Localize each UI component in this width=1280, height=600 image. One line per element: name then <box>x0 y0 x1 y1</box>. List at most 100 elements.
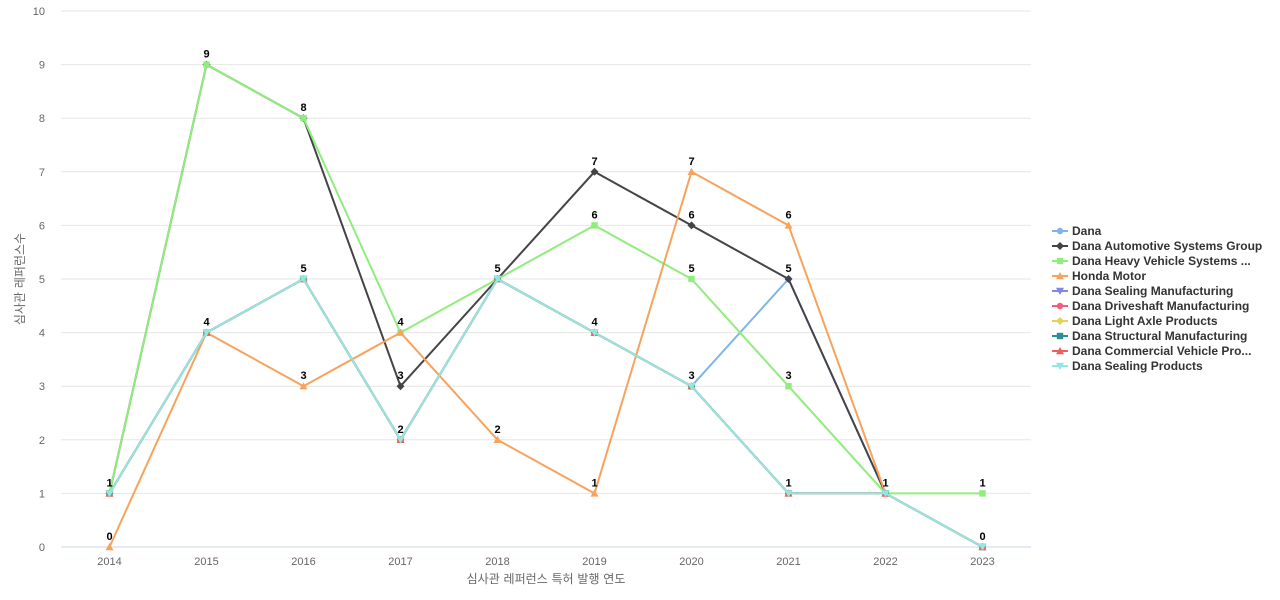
data-point[interactable] <box>299 275 308 283</box>
data-point[interactable] <box>105 543 114 551</box>
data-point[interactable] <box>784 275 793 283</box>
data-point[interactable] <box>105 490 114 498</box>
x-tick-label: 2018 <box>485 556 509 568</box>
legend-label: Dana Sealing Manufacturing <box>1072 284 1233 298</box>
series-7 <box>106 275 986 551</box>
legend-item[interactable]: Dana Sealing Products <box>1052 359 1203 373</box>
data-label: 5 <box>494 263 500 275</box>
legend-marker <box>1056 347 1064 355</box>
legend-item[interactable]: Honda Motor <box>1052 269 1146 283</box>
data-label: 1 <box>591 477 597 489</box>
legend-label: Dana Commercial Vehicle Pro... <box>1072 344 1251 358</box>
series-line <box>108 278 983 548</box>
data-label: 3 <box>785 370 791 382</box>
legend-marker <box>1056 272 1064 280</box>
data-point[interactable] <box>396 382 405 391</box>
data-label: 2 <box>397 424 403 436</box>
legend-item[interactable]: Dana Driveshaft Manufacturing <box>1052 299 1249 313</box>
legend-label: Dana Driveshaft Manufacturing <box>1072 299 1249 313</box>
data-point[interactable] <box>979 490 986 497</box>
data-label: 6 <box>785 209 791 221</box>
data-label: 2 <box>494 424 500 436</box>
legend-item[interactable]: Dana Automotive Systems Group <box>1052 239 1262 253</box>
x-tick-label: 2015 <box>194 556 218 568</box>
data-point[interactable] <box>493 435 502 443</box>
x-tick-label: 2020 <box>679 556 703 568</box>
data-label: 3 <box>300 370 306 382</box>
y-axis-ticks: 0 1 2 3 4 5 6 7 8 9 10 <box>33 6 45 554</box>
data-labels: 1 0 9 4 8 5 3 4 3 2 5 2 7 6 4 1 7 6 5 3 6 5 3 1 1 1 0 <box>106 49 985 543</box>
grid-lines <box>61 10 1031 548</box>
y-axis-title: 심사관 레퍼런스수 <box>13 233 27 325</box>
y-tick-label: 4 <box>39 328 45 340</box>
data-point[interactable] <box>203 61 210 68</box>
data-point[interactable] <box>978 543 987 551</box>
legend-label: Dana Sealing Products <box>1072 359 1203 373</box>
x-tick-label: 2022 <box>873 556 897 568</box>
legend-marker <box>1056 332 1064 340</box>
series-5 <box>106 275 986 551</box>
series-group <box>105 60 987 551</box>
series-9 <box>105 275 987 551</box>
legend-label: Dana Structural Manufacturing <box>1072 329 1247 343</box>
data-point[interactable] <box>785 383 792 390</box>
data-point[interactable] <box>590 329 599 337</box>
legend-marker <box>1056 227 1064 235</box>
legend-label: Dana <box>1072 224 1102 238</box>
legend-marker <box>1056 362 1064 370</box>
legend-item[interactable]: Dana Sealing Manufacturing <box>1052 284 1233 298</box>
y-tick-label: 2 <box>39 435 45 447</box>
data-point[interactable] <box>590 489 599 497</box>
data-point[interactable] <box>591 222 598 229</box>
legend-item[interactable]: Dana Light Axle Products <box>1052 314 1218 328</box>
x-tick-label: 2023 <box>970 556 994 568</box>
data-label: 4 <box>203 317 210 329</box>
data-label: 8 <box>300 102 306 114</box>
series-line <box>108 278 983 548</box>
data-label: 1 <box>979 477 985 489</box>
data-point[interactable] <box>784 221 793 229</box>
data-point[interactable] <box>300 115 307 122</box>
series-line <box>108 278 983 548</box>
series-line <box>108 278 983 548</box>
x-tick-label: 2017 <box>388 556 412 568</box>
data-point[interactable] <box>688 275 695 283</box>
legend-label: Dana Heavy Vehicle Systems ... <box>1072 254 1251 268</box>
data-point[interactable] <box>687 167 696 175</box>
data-point[interactable] <box>687 383 696 391</box>
legend-item[interactable]: Dana Commercial Vehicle Pro... <box>1052 344 1251 358</box>
data-label: 3 <box>688 370 694 382</box>
data-point[interactable] <box>396 436 405 444</box>
x-axis-title: 심사관 레퍼런스 특허 발행 연도 <box>467 571 626 586</box>
series-line <box>108 63 983 495</box>
data-point[interactable] <box>493 275 502 283</box>
legend-item[interactable]: Dana Heavy Vehicle Systems ... <box>1052 254 1251 268</box>
data-label: 0 <box>106 531 112 543</box>
data-point[interactable] <box>299 382 308 390</box>
data-label: 1 <box>785 477 791 489</box>
legend-label: Honda Motor <box>1072 269 1146 283</box>
data-point[interactable] <box>396 328 405 336</box>
x-axis-ticks: 2014 2015 2016 2017 2018 2019 2020 2021 2022 2023 <box>97 556 994 568</box>
legend-marker <box>1056 317 1064 325</box>
data-label: 5 <box>300 263 306 275</box>
data-point[interactable] <box>881 490 890 498</box>
x-tick-label: 2016 <box>291 556 315 568</box>
y-tick-label: 6 <box>39 220 45 232</box>
series-3 <box>105 167 890 551</box>
x-tick-label: 2014 <box>97 556 121 568</box>
series-0 <box>106 275 986 551</box>
y-tick-label: 0 <box>39 542 45 554</box>
data-point[interactable] <box>202 329 211 337</box>
data-point[interactable] <box>590 167 599 176</box>
data-label: 7 <box>688 156 694 168</box>
legend-item[interactable]: Dana Structural Manufacturing <box>1052 329 1247 343</box>
data-point[interactable] <box>784 490 793 498</box>
data-label: 1 <box>882 477 888 489</box>
legend-marker <box>1056 257 1064 265</box>
y-tick-label: 5 <box>39 274 45 286</box>
data-point[interactable] <box>687 221 696 230</box>
legend-marker <box>1056 287 1064 295</box>
legend-item[interactable]: Dana <box>1052 224 1102 238</box>
